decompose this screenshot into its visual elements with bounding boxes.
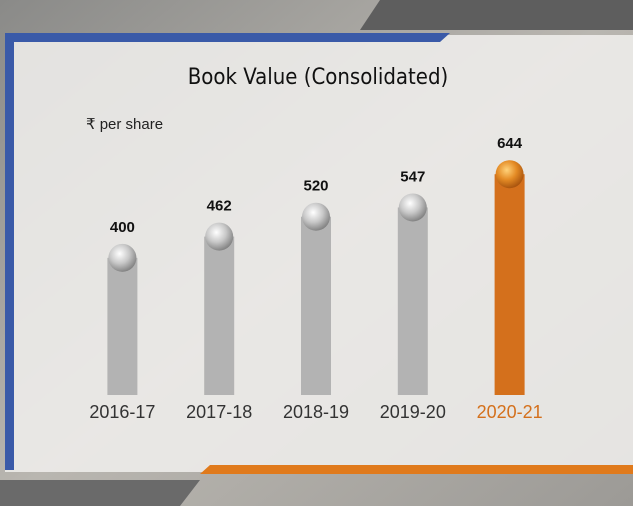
x-tick-label: 2016-17 bbox=[89, 402, 155, 422]
decor-top bbox=[360, 0, 633, 30]
bar bbox=[398, 207, 428, 395]
x-tick-label: 2017-18 bbox=[186, 402, 252, 422]
bar-cap bbox=[496, 160, 524, 188]
x-tick-label: 2019-20 bbox=[380, 402, 446, 422]
chart-title: Book Value (Consolidated) bbox=[188, 65, 449, 90]
bar-cap bbox=[399, 193, 427, 221]
bar bbox=[301, 217, 331, 395]
value-label: 462 bbox=[207, 198, 232, 215]
bar bbox=[107, 258, 137, 395]
bar bbox=[495, 174, 525, 395]
bar-cap bbox=[302, 203, 330, 231]
subtitle: ₹ per share bbox=[86, 116, 163, 133]
x-tick-label: 2018-19 bbox=[283, 402, 349, 422]
bar-cap bbox=[205, 223, 233, 251]
bar bbox=[204, 237, 234, 395]
x-tick-label: 2020-21 bbox=[477, 402, 543, 422]
value-label: 644 bbox=[497, 135, 523, 152]
orange-border bbox=[200, 465, 633, 474]
chart: Book Value (Consolidated) ₹ per share 20… bbox=[0, 0, 633, 506]
decor-bottom bbox=[0, 480, 200, 506]
bar-cap bbox=[108, 244, 136, 272]
value-label: 400 bbox=[110, 219, 135, 236]
value-label: 547 bbox=[400, 168, 425, 185]
value-label: 520 bbox=[303, 178, 328, 195]
